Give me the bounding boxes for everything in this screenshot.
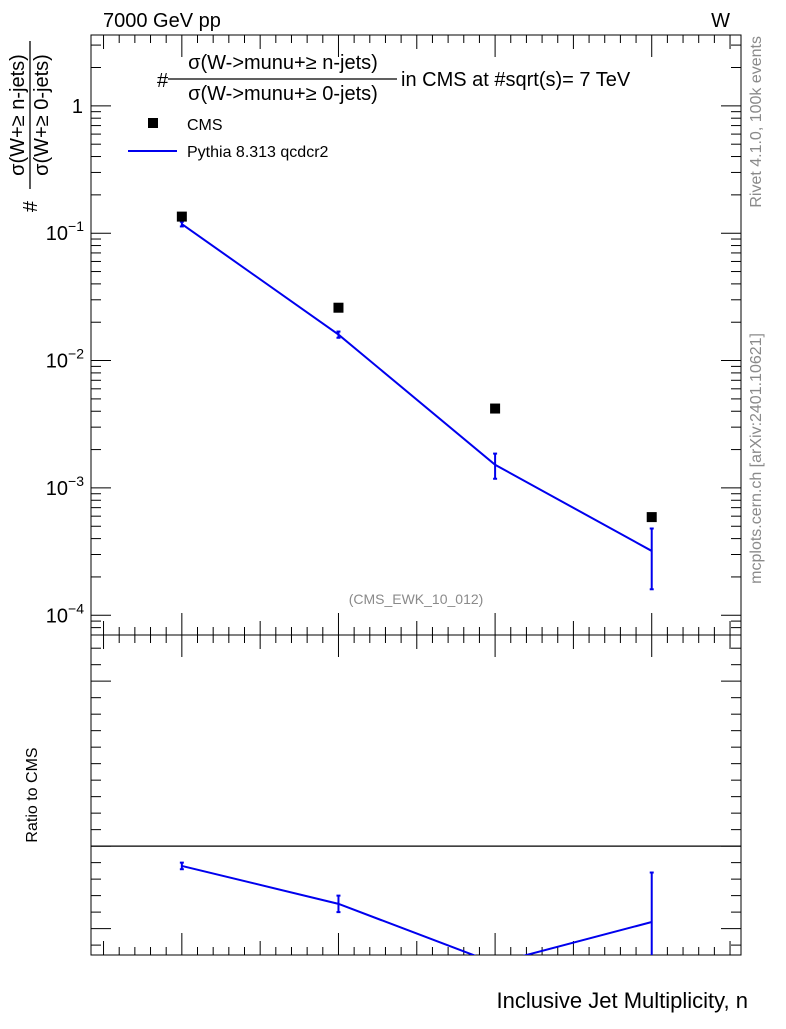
ratio-series-group <box>179 861 654 955</box>
ratio-y-axis-label: Ratio to CMS <box>24 747 41 842</box>
main-y-tick-label: 10−1 <box>46 218 84 245</box>
rivet-label: Rivet 4.1.0, 100k events <box>748 36 765 208</box>
ratio-plot-frame <box>90 634 742 956</box>
cms-data-point <box>176 211 187 222</box>
legend: CMS Pythia 8.313 qcdcr2 <box>128 117 329 161</box>
cms-data-point <box>490 403 501 414</box>
title-denominator: σ(W->munu+≥ 0-jets) <box>188 83 378 105</box>
ylabel-prefix: # <box>20 200 42 212</box>
header-left: 7000 GeV pp <box>103 10 221 32</box>
main-plot-marks <box>176 211 657 591</box>
main-y-tick-label: 1 <box>72 96 83 118</box>
mcplots-label: mcplots.cern.ch [arXiv:2401.10621] <box>748 333 765 584</box>
ylabel-numerator: σ(W+≥ n-jets) <box>7 54 29 176</box>
ylabel-denominator: σ(W+≥ 0-jets) <box>31 54 53 176</box>
legend-label-pythia: Pythia 8.313 qcdcr2 <box>187 144 329 161</box>
cms-data-point <box>333 302 344 313</box>
cms-data-point <box>646 512 657 523</box>
legend-marker-cms <box>148 118 158 128</box>
header-right: W <box>711 10 730 32</box>
main-y-axis-label: σ(W+≥ n-jets) σ(W+≥ 0-jets) # <box>7 41 53 212</box>
x-axis-label: Inclusive Jet Multiplicity, n <box>497 988 748 1013</box>
legend-label-cms: CMS <box>187 117 223 134</box>
title-prefix: # <box>157 70 169 92</box>
main-y-tick-label: 10−2 <box>46 346 84 373</box>
analysis-tag: (CMS_EWK_10_012) <box>349 591 484 607</box>
pythia-line <box>181 223 653 552</box>
axis-ticks: 1 10−1 10−2 10−3 10−4 <box>46 35 741 955</box>
main-y-tick-label: 10−4 <box>46 600 84 627</box>
plot-title: # σ(W->munu+≥ n-jets) σ(W->munu+≥ 0-jets… <box>157 52 631 105</box>
main-y-tick-label: 10−3 <box>46 473 84 500</box>
ratio-line <box>181 864 652 955</box>
title-numerator: σ(W->munu+≥ n-jets) <box>188 52 378 74</box>
title-suffix: in CMS at #sqrt(s)= 7 TeV <box>401 69 631 91</box>
ratio-plot-marks <box>91 845 741 955</box>
